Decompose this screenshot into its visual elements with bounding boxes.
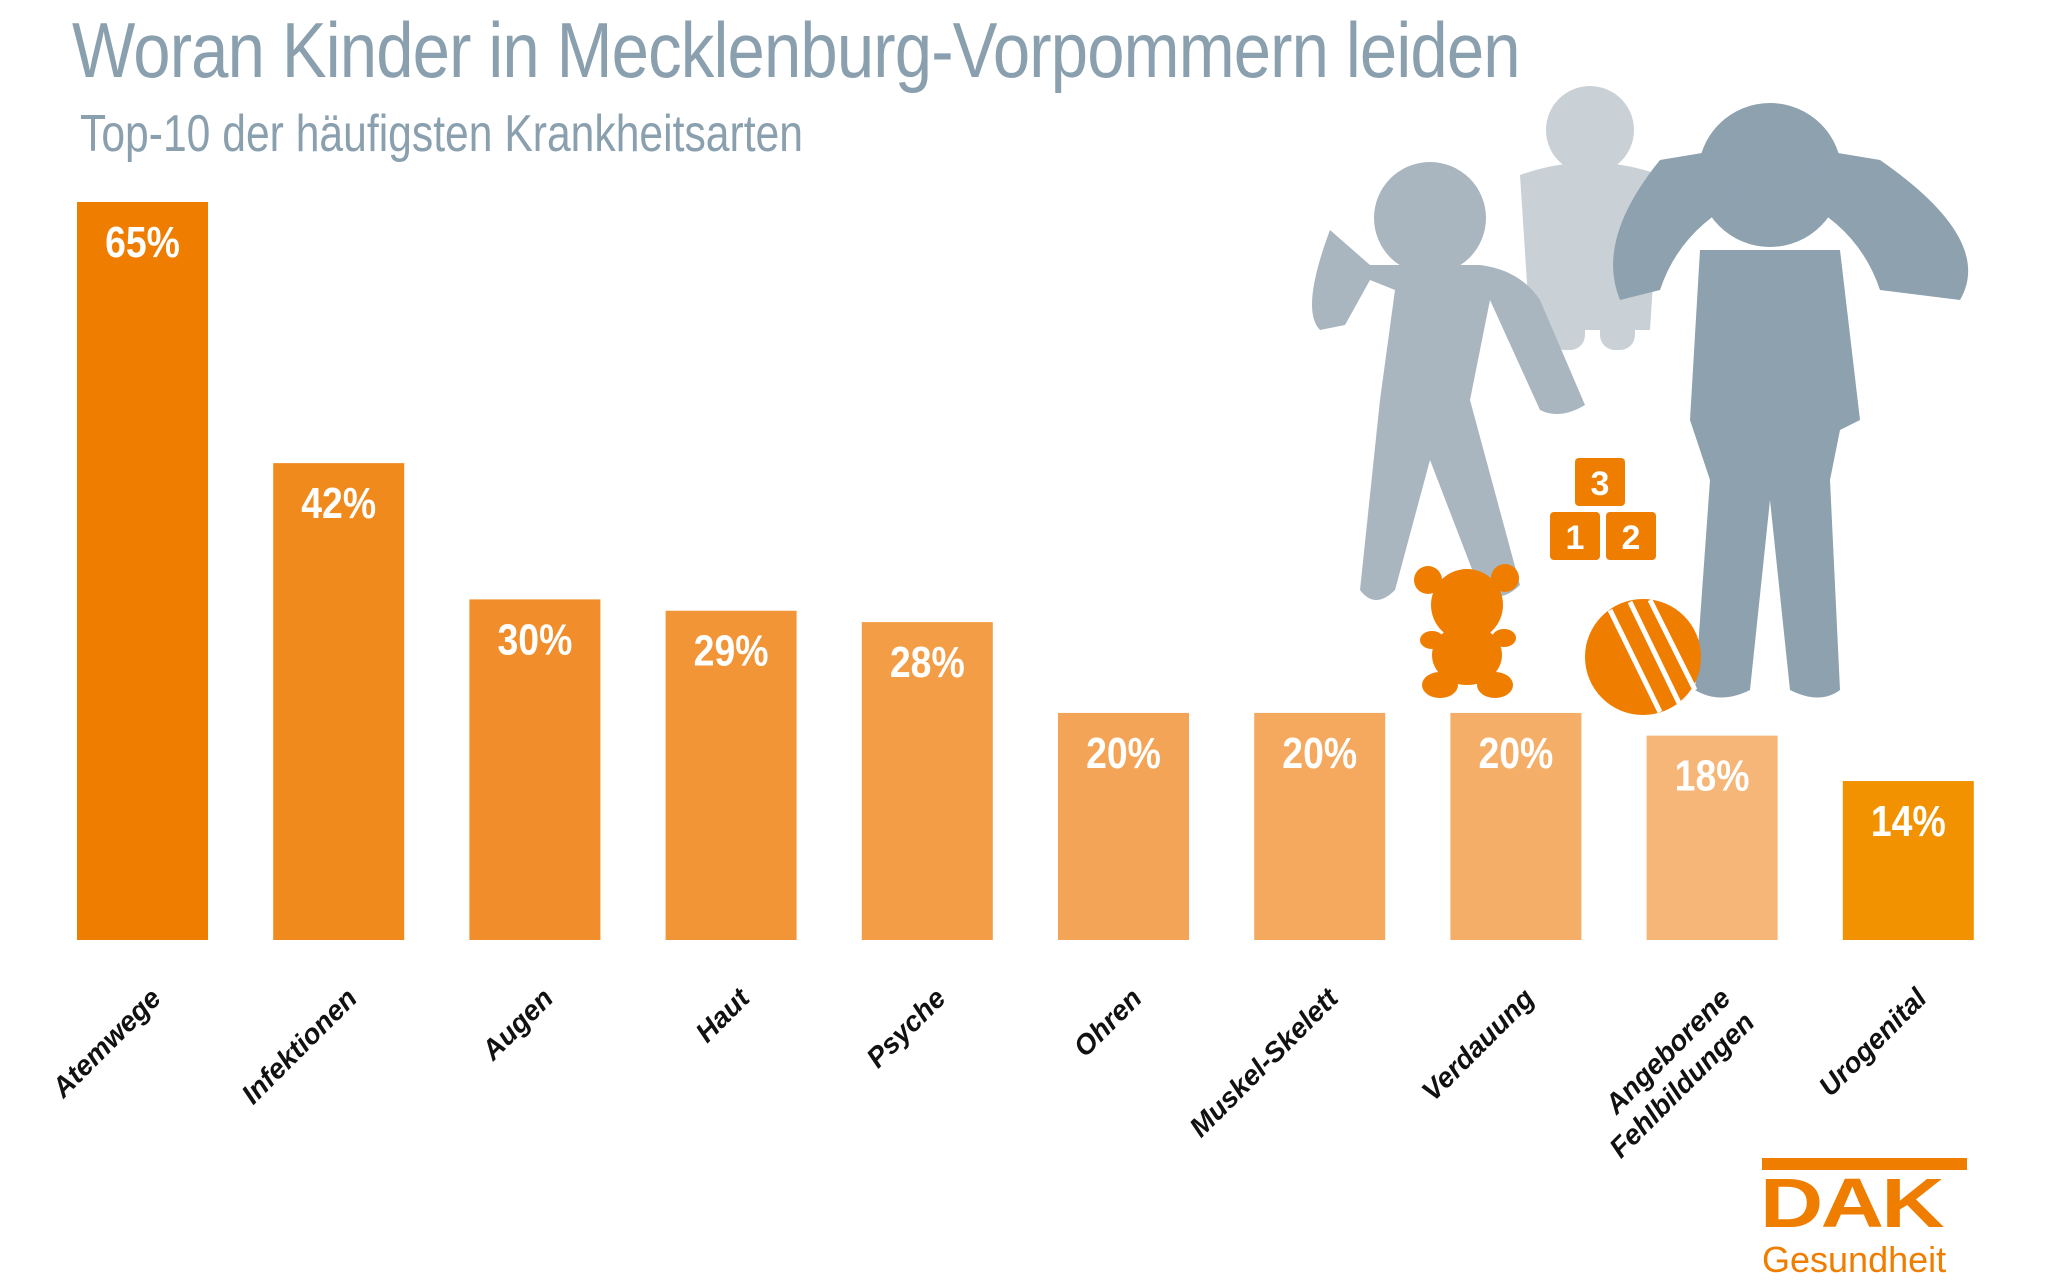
x-tick-label-line: Infektionen	[235, 982, 363, 1110]
data-label: 18%	[1675, 751, 1750, 801]
block-1	[1550, 512, 1600, 560]
x-tick-label-line: Atemwege	[45, 982, 167, 1104]
x-tick-label-line: Verdauung	[1416, 982, 1541, 1107]
x-tick-label-line: Haut	[689, 981, 756, 1048]
child-figure-right	[1613, 103, 1969, 698]
block-1-label: 1	[1566, 519, 1585, 557]
data-label: 65%	[105, 217, 180, 267]
teddy-bear-icon	[1414, 564, 1519, 698]
data-label: 30%	[497, 615, 572, 665]
bar-augen	[469, 599, 601, 940]
x-tick-label: Muskel-Skelett	[1183, 981, 1345, 1143]
x-tick-label-line: Muskel-Skelett	[1183, 981, 1345, 1143]
x-tick-label-line: Psyche	[860, 982, 951, 1073]
data-label: 29%	[694, 626, 769, 676]
number-blocks-icon: 3 1 2	[1550, 458, 1656, 560]
chart-subtitle: Top-10 der häufigsten Krankheitsarten	[80, 105, 803, 163]
bar-verdauung	[1450, 712, 1582, 940]
x-tick-label: Urogenital	[1813, 981, 1934, 1102]
bar-muskel-skelett	[1254, 712, 1386, 940]
data-label: 14%	[1871, 796, 1946, 846]
bar-angeborene-fehlbildungen	[1646, 735, 1778, 940]
bar-urogenital	[1842, 781, 1974, 940]
block-2	[1606, 512, 1656, 560]
data-label: 20%	[1282, 728, 1357, 778]
chart-title: Woran Kinder in Mecklenburg-Vorpommern l…	[72, 6, 1521, 94]
data-label: 20%	[1478, 728, 1553, 778]
x-tick-label: Atemwege	[45, 982, 167, 1104]
data-label: 20%	[1086, 728, 1161, 778]
bar-ohren	[1058, 712, 1189, 940]
block-3-label: 3	[1591, 465, 1610, 503]
data-label: 28%	[890, 637, 965, 687]
bar-haut	[665, 610, 797, 940]
x-tick-label-line: Ohren	[1068, 982, 1148, 1062]
ball-icon	[1585, 598, 1701, 715]
data-label: 42%	[301, 478, 376, 528]
block-2-label: 2	[1622, 519, 1641, 557]
x-tick-label: Verdauung	[1416, 982, 1541, 1107]
x-tick-label: Augen	[475, 982, 559, 1066]
x-tick-label: Infektionen	[235, 982, 363, 1110]
x-tick-label: Haut	[689, 981, 756, 1048]
logo-brand: DAK	[1760, 1164, 1945, 1242]
block-3	[1575, 458, 1625, 506]
bar-atemwege	[77, 202, 208, 940]
x-tick-label-line: Urogenital	[1813, 981, 1934, 1102]
bar-infektionen	[273, 463, 405, 940]
x-tick-label-line: Augen	[475, 982, 559, 1066]
x-tick-label: Psyche	[860, 982, 951, 1073]
logo-tagline: Gesundheit	[1762, 1239, 1947, 1280]
logo-bar	[1762, 1158, 1967, 1170]
bar-psyche	[861, 622, 993, 940]
child-figure-left	[1312, 162, 1585, 600]
dak-logo: DAK Gesundheit	[1760, 1158, 1990, 1278]
x-tick-label: Ohren	[1068, 982, 1148, 1062]
sick-children-illustration: 3 1 2	[1312, 86, 1969, 715]
